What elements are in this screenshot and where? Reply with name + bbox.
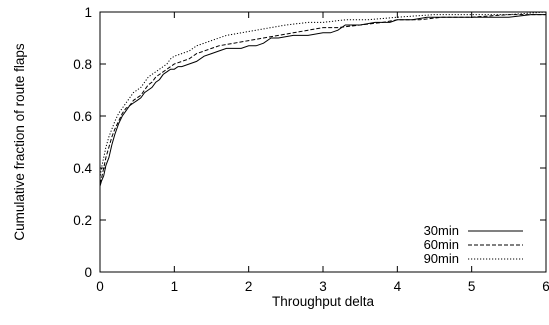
legend-label: 90min — [424, 251, 459, 266]
series-lines — [99, 11, 547, 187]
y-tick-label: 0 — [84, 265, 92, 280]
series-line-90min — [99, 11, 547, 179]
x-tick-label: 1 — [171, 279, 179, 294]
series-line-60min — [99, 14, 546, 184]
y-tick-label: 1 — [84, 5, 92, 20]
series-line-30min — [99, 14, 546, 187]
x-tick-label: 5 — [468, 279, 476, 294]
y-tick-label: 0.2 — [73, 213, 92, 228]
plot-frame — [99, 11, 547, 273]
y-tick-label: 0.8 — [73, 57, 92, 72]
x-axis-label: Throughput delta — [272, 294, 375, 309]
axis-ticks: 0 1 2 3 4 5 6 0 0.2 0.4 0.6 0.8 1 — [73, 5, 549, 294]
x-tick-label: 4 — [394, 279, 402, 294]
y-tick-label: 0.6 — [73, 109, 92, 124]
legend-label: 60min — [424, 237, 459, 252]
x-tick-label: 0 — [96, 279, 104, 294]
y-tick-label: 0.4 — [73, 161, 92, 176]
x-tick-label: 6 — [542, 279, 549, 294]
y-axis-label: Cumulative fraction of route flaps — [12, 43, 27, 241]
legend-label: 30min — [424, 223, 459, 238]
x-tick-label: 3 — [319, 279, 327, 294]
x-tick-label: 2 — [245, 279, 253, 294]
